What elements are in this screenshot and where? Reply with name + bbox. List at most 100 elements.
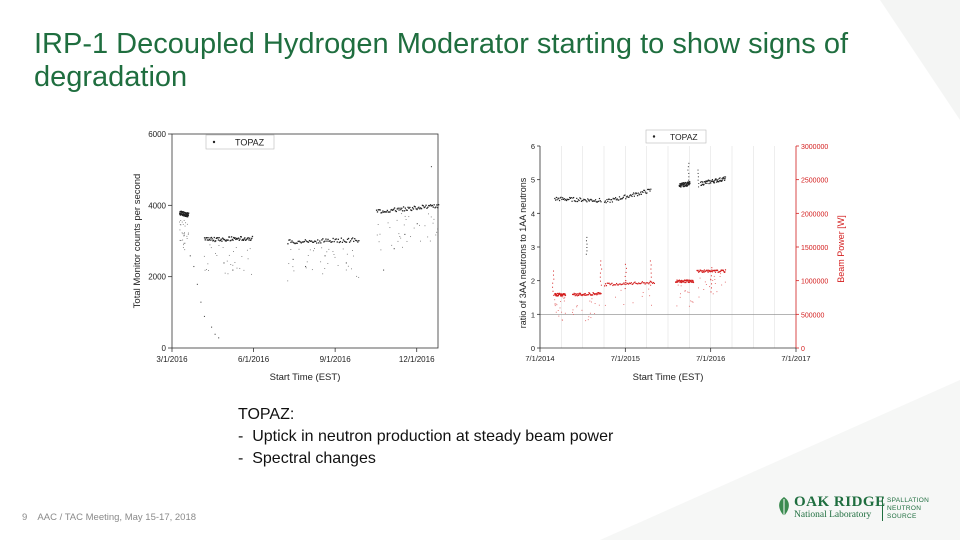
right-power-spike <box>601 268 603 270</box>
right-ratio-point <box>680 185 682 187</box>
left-data-point <box>393 208 395 210</box>
left-data-point <box>342 239 345 241</box>
left-data-point <box>235 237 238 240</box>
right-power-point <box>557 294 560 296</box>
right-ratio-point <box>557 197 559 199</box>
left-data-point <box>212 240 214 242</box>
left-data-point <box>401 207 403 209</box>
right-ratio-point <box>572 197 574 199</box>
right-power-point <box>573 292 575 294</box>
left-data-point <box>323 241 325 243</box>
right-ratio-point <box>686 185 689 187</box>
right-ratio-point <box>724 178 726 180</box>
left-data-point-scatter <box>311 269 313 271</box>
right-y2-tick-label: 3000000 <box>801 144 828 151</box>
left-data-point <box>424 206 426 208</box>
right-power-point <box>560 294 562 296</box>
left-data-point <box>357 241 359 243</box>
right-power-scatter <box>559 307 561 309</box>
right-ratio-point <box>689 181 691 183</box>
right-ratio-point <box>688 183 691 185</box>
right-power-spike <box>552 290 554 292</box>
right-power-point <box>620 284 622 286</box>
right-ratio-point <box>682 186 685 188</box>
right-ratio-point <box>606 198 608 201</box>
right-power-point <box>578 293 580 295</box>
left-data-point-scatter <box>179 229 181 231</box>
left-data-point-scatter <box>432 222 434 224</box>
right-power-point <box>577 294 579 297</box>
left-data-point <box>289 239 291 241</box>
right-power-point <box>596 294 598 296</box>
right-power-point <box>618 283 620 285</box>
left-data-point-outlier <box>218 337 220 339</box>
left-data-point-outlier <box>196 283 198 285</box>
left-data-point <box>383 211 385 213</box>
left-data-point-scatter <box>337 265 339 266</box>
left-data-point-scatter <box>305 267 307 269</box>
left-data-point-outlier <box>223 262 225 264</box>
right-ratio-spike <box>688 176 690 178</box>
chart-monitor-counts: 0 2000 4000 6000 3/1/2016 6/1/2016 9/1/2016 12/… <box>132 130 440 383</box>
left-data-point <box>398 209 400 211</box>
right-power-point <box>644 283 646 285</box>
right-chart-labels: 0 1 2 3 4 5 6 0 500000 1000000 1500000 2000000 25000… <box>518 129 846 383</box>
right-power-point <box>559 294 561 296</box>
left-data-point <box>288 239 290 241</box>
right-power-scatter <box>720 273 722 275</box>
right-power-spike <box>649 280 651 282</box>
right-ratio-point <box>719 177 721 179</box>
right-power-scatter <box>564 312 566 314</box>
left-data-point <box>302 241 304 243</box>
right-power-scatter <box>713 275 715 277</box>
left-data-point-scatter <box>183 233 185 235</box>
right-y-tick-label: 2 <box>531 277 535 286</box>
right-ratio-point <box>649 190 651 192</box>
right-power-point <box>628 282 631 284</box>
right-power-scatter <box>719 276 721 277</box>
right-ratio-point <box>617 199 619 201</box>
right-power-point <box>635 282 637 285</box>
right-ratio-point <box>565 198 567 201</box>
right-power-scatter <box>620 289 622 291</box>
left-data-point <box>436 204 438 206</box>
right-ratio-point <box>626 195 628 197</box>
left-data-point <box>358 240 360 242</box>
right-power-scatter <box>649 295 651 297</box>
right-power-scatter <box>587 319 589 321</box>
left-data-point-scatter <box>396 219 398 221</box>
right-power-point <box>637 283 639 285</box>
right-power-point <box>609 284 611 286</box>
right-power-point <box>716 269 719 272</box>
left-data-point-scatter <box>241 256 243 257</box>
left-data-point <box>426 207 428 209</box>
right-ratio-point <box>628 196 630 198</box>
left-data-point <box>226 239 229 241</box>
left-data-point <box>212 239 215 241</box>
right-power-point <box>633 282 635 284</box>
left-data-point-scatter <box>184 242 186 244</box>
right-ratio-point <box>683 185 685 188</box>
left-data-point-scatter <box>322 273 324 275</box>
right-power-spike <box>650 276 652 278</box>
right-ratio-point <box>715 178 717 180</box>
left-data-point-scatter <box>437 228 439 230</box>
left-data-point <box>205 237 207 239</box>
left-data-point <box>348 241 351 243</box>
right-power-point <box>612 284 614 287</box>
left-x-tick-label: 12/1/2016 <box>399 355 435 364</box>
right-power-spike <box>552 274 554 276</box>
left-chart-axes <box>168 133 439 352</box>
right-power-scatter <box>714 279 716 280</box>
chart-neutron-ratio: 0 1 2 3 4 5 6 0 500000 1000000 1500000 2000000 25000… <box>518 129 846 383</box>
notes-heading: TOPAZ: <box>238 406 295 423</box>
right-power-scatter <box>684 290 686 292</box>
left-data-point-outlier <box>232 269 234 271</box>
right-power-point <box>686 280 688 282</box>
left-data-point <box>228 236 230 238</box>
left-data-point <box>431 204 434 207</box>
right-ratio-point <box>722 177 724 179</box>
left-data-point-scatter <box>182 233 184 235</box>
right-ratio-point <box>723 178 725 180</box>
left-data-point <box>393 207 396 209</box>
